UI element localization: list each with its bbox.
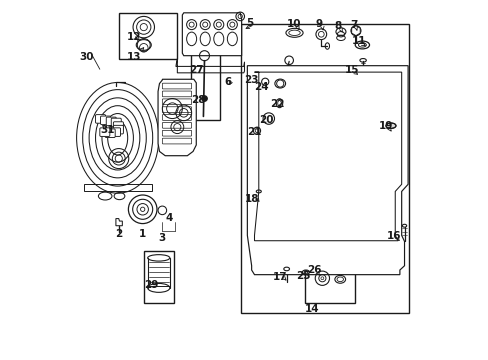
Text: 20: 20	[259, 115, 273, 125]
FancyBboxPatch shape	[106, 117, 116, 126]
Polygon shape	[247, 66, 407, 275]
Bar	[143, 251, 173, 303]
FancyBboxPatch shape	[162, 107, 191, 112]
Text: 27: 27	[188, 65, 203, 75]
Text: 26: 26	[306, 265, 321, 275]
FancyBboxPatch shape	[113, 125, 123, 134]
Text: 18: 18	[244, 194, 259, 203]
FancyBboxPatch shape	[162, 122, 191, 128]
Text: 28: 28	[190, 95, 205, 105]
Text: 19: 19	[378, 121, 392, 131]
Bar	[241, 23, 408, 313]
Text: 24: 24	[254, 82, 268, 92]
Bar	[304, 263, 354, 303]
Text: 11: 11	[351, 36, 366, 46]
FancyBboxPatch shape	[113, 122, 123, 130]
Text: 14: 14	[304, 304, 318, 314]
FancyBboxPatch shape	[105, 129, 115, 138]
Text: 13: 13	[126, 52, 141, 62]
FancyBboxPatch shape	[162, 130, 191, 136]
Ellipse shape	[385, 123, 395, 129]
Text: 17: 17	[272, 272, 287, 282]
Text: 15: 15	[344, 65, 358, 75]
FancyBboxPatch shape	[101, 116, 110, 125]
Polygon shape	[254, 72, 401, 241]
Text: 5: 5	[246, 18, 253, 28]
FancyBboxPatch shape	[100, 128, 110, 136]
FancyBboxPatch shape	[162, 99, 191, 105]
FancyBboxPatch shape	[111, 118, 121, 127]
Text: 9: 9	[315, 18, 323, 28]
Text: 16: 16	[386, 231, 401, 242]
Text: 23: 23	[243, 75, 258, 85]
Text: 3: 3	[158, 233, 165, 243]
FancyBboxPatch shape	[162, 83, 191, 89]
Text: 22: 22	[269, 99, 284, 109]
Text: 21: 21	[247, 127, 261, 137]
Text: 6: 6	[224, 77, 232, 87]
Bar	[190, 51, 220, 120]
FancyBboxPatch shape	[162, 114, 191, 120]
Text: 8: 8	[334, 21, 341, 31]
Circle shape	[201, 96, 207, 102]
FancyBboxPatch shape	[162, 138, 191, 144]
FancyBboxPatch shape	[95, 114, 105, 123]
Text: 7: 7	[349, 19, 356, 30]
Polygon shape	[182, 13, 241, 56]
FancyBboxPatch shape	[110, 128, 121, 136]
Text: 12: 12	[127, 32, 142, 42]
Text: 10: 10	[286, 18, 301, 28]
Text: 25: 25	[296, 271, 310, 281]
Text: 1: 1	[139, 229, 146, 239]
Text: 30: 30	[79, 52, 94, 62]
FancyBboxPatch shape	[162, 91, 191, 97]
Polygon shape	[351, 26, 360, 36]
Text: 31: 31	[101, 125, 115, 135]
Polygon shape	[158, 79, 196, 156]
Text: 29: 29	[144, 280, 159, 291]
Text: 2: 2	[115, 229, 122, 239]
Text: 4: 4	[165, 212, 173, 222]
Bar	[119, 13, 176, 59]
